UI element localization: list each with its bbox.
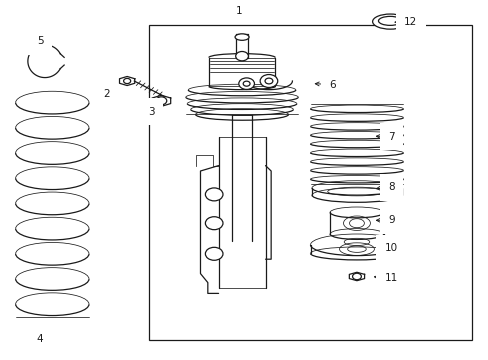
Circle shape: [264, 78, 272, 84]
Text: 2: 2: [103, 89, 110, 99]
Circle shape: [205, 188, 223, 201]
Text: 10: 10: [384, 243, 397, 253]
Ellipse shape: [235, 34, 248, 40]
Circle shape: [260, 75, 277, 87]
Text: 11: 11: [384, 273, 397, 283]
Text: 9: 9: [387, 215, 394, 225]
Text: 3: 3: [148, 107, 155, 117]
Circle shape: [123, 78, 130, 84]
Text: 1: 1: [236, 6, 243, 16]
Text: 4: 4: [37, 334, 43, 345]
Bar: [149, 25, 471, 340]
Ellipse shape: [378, 16, 401, 25]
Circle shape: [156, 97, 166, 105]
Circle shape: [235, 51, 248, 61]
Circle shape: [352, 273, 361, 280]
Circle shape: [205, 247, 223, 260]
Ellipse shape: [372, 14, 407, 29]
Text: 6: 6: [328, 80, 335, 90]
Circle shape: [205, 217, 223, 230]
Circle shape: [238, 78, 254, 89]
Text: 12: 12: [403, 17, 417, 27]
Text: 8: 8: [387, 182, 394, 192]
Text: 5: 5: [37, 36, 43, 46]
Text: 7: 7: [387, 132, 394, 142]
Circle shape: [243, 81, 249, 86]
